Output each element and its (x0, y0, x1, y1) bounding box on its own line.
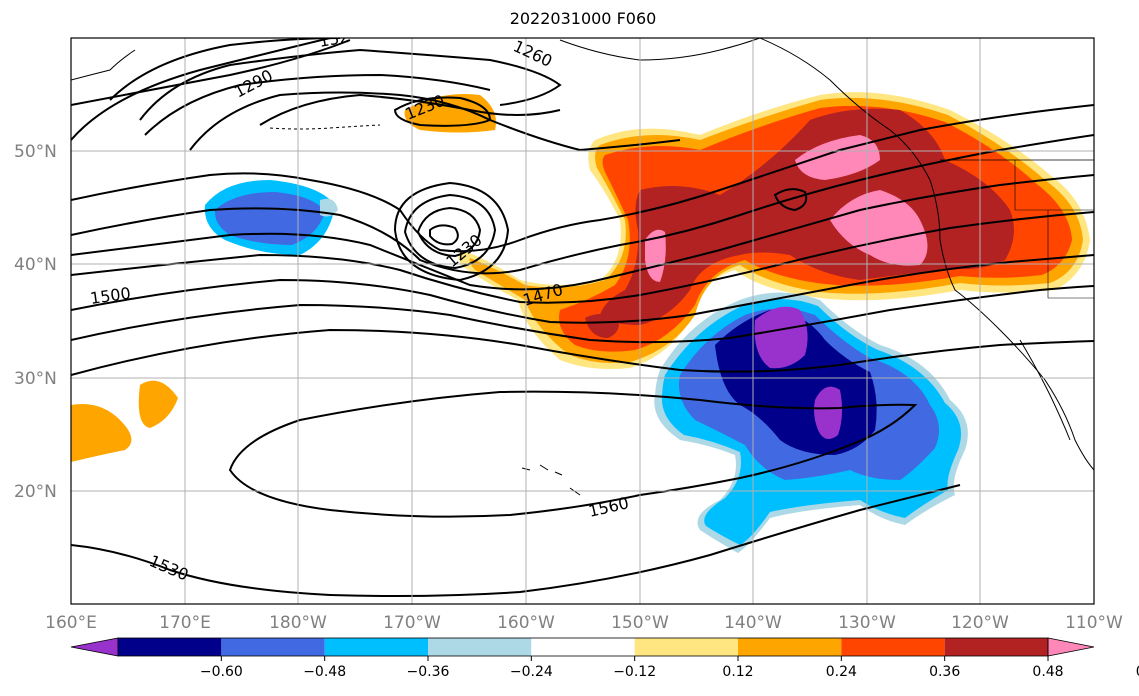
colorbar-tick-label: 0.12 (722, 664, 753, 680)
lon-label-180w: 180°W (269, 613, 327, 633)
contour-5 (144, 73, 491, 136)
lon-label-170e: 170°E (159, 613, 211, 633)
contour-label-152: 152 (317, 27, 350, 51)
positive-anomaly-pink-2 (830, 190, 928, 266)
contour-12 (71, 254, 1094, 324)
colorbar-border (117, 637, 1049, 657)
north-america-coast (759, 38, 1094, 471)
colorbar-tick-label: 0.24 (826, 664, 857, 680)
colorbar-tick-label: −0.48 (303, 664, 346, 680)
contour-9 (71, 134, 1094, 275)
contour-low-2 (416, 206, 482, 258)
contour-low-inner (429, 224, 459, 246)
contour-13 (71, 285, 1094, 344)
coastlines (71, 38, 1094, 496)
kamchatka-coast (71, 49, 136, 81)
lon-label-120w: 120°W (951, 613, 1009, 633)
contour-label-1560: 1560 (587, 493, 631, 521)
lat-label-30: 30°N (14, 369, 57, 389)
contour-low-3 (403, 193, 497, 270)
colorbar-segment (738, 638, 842, 656)
lon-label-130w: 130°W (838, 613, 896, 633)
contour-2 (71, 38, 331, 141)
colorbar-extend-high (1047, 637, 1095, 657)
positive-anomaly-firebrick-2 (585, 314, 619, 338)
lon-label-160w: 160°W (497, 613, 555, 633)
colorbar-segment (221, 638, 325, 656)
contour-1230-west (393, 96, 492, 127)
colorbar-segment (531, 638, 635, 656)
colorbar-segment (324, 638, 428, 656)
colorbar-segment (841, 638, 945, 656)
positive-anomaly-west-3 (138, 380, 178, 428)
colorbar-segment (428, 638, 532, 656)
aleutians (269, 124, 381, 130)
colorbar-tick-label: 0.60 (1136, 664, 1139, 680)
colorbar-tick-label: 0.48 (1032, 664, 1063, 680)
contour-label-1500: 1500 (89, 283, 132, 307)
colorbar-segment (118, 638, 222, 656)
colorbar-tick-label: −0.36 (407, 664, 450, 680)
colorbar-tick-label: −0.12 (613, 664, 656, 680)
contour-11 (71, 211, 1094, 304)
contour-8 (71, 104, 1094, 253)
contour-4 (139, 48, 562, 121)
contour-1530 (71, 484, 961, 597)
colorbar-tick-label: −0.60 (200, 664, 243, 680)
lon-label-170w: 170°W (383, 613, 441, 633)
positive-anomaly-west-2 (71, 404, 132, 462)
map-frame (70, 37, 1095, 605)
contour-low-4 (393, 181, 510, 282)
contour-10 (71, 174, 1094, 291)
contour-small-ne (773, 188, 808, 212)
positive-anomaly-firebrick (600, 108, 1014, 325)
positive-anomaly-pink-3 (645, 229, 666, 282)
contour-3 (109, 38, 341, 101)
lon-label-140w: 140°W (724, 613, 782, 633)
lat-label-20: 20°N (14, 482, 57, 502)
colorbar-extend-low (70, 637, 119, 657)
contour-label-1290: 1290 (231, 66, 276, 102)
height-contours (71, 38, 1094, 597)
plot-title: 2022031000 F060 (509, 9, 657, 28)
negative-anomaly-purple (754, 306, 808, 369)
negative-anomaly-purple-2 (814, 386, 843, 439)
latitude-labels: 50°N 40°N 30°N 20°N (14, 142, 57, 502)
contour-14 (71, 328, 1094, 376)
state-border-2 (1047, 210, 1094, 299)
colorbar-tick-label: −0.24 (510, 664, 553, 680)
lat-label-40: 40°N (14, 255, 57, 275)
alaska-coast (559, 38, 761, 61)
negative-anomaly-west-royal (214, 192, 325, 245)
lat-label-50: 50°N (14, 142, 57, 162)
lon-label-110w: 110°W (1065, 613, 1123, 633)
contour-1560 (228, 390, 918, 518)
graticule (71, 38, 1094, 604)
longitude-labels: 160°E 170°E 180°W 170°W 160°W 150°W 140°… (45, 613, 1123, 633)
colorbar: −0.60 −0.48 −0.36 −0.24 −0.12 0.12 0.24 0.36 0.4… (70, 637, 1139, 680)
lon-label-160e: 160°E (45, 613, 97, 633)
baja-coast (1019, 339, 1071, 441)
contour-1 (71, 39, 351, 106)
colorbar-tick-label: 0.36 (929, 664, 960, 680)
state-border-1 (1014, 160, 1094, 211)
lon-label-150w: 150°W (611, 613, 669, 633)
contour-7 (189, 91, 681, 152)
colorbar-segment (944, 638, 1048, 656)
colorbar-segment (634, 638, 738, 656)
